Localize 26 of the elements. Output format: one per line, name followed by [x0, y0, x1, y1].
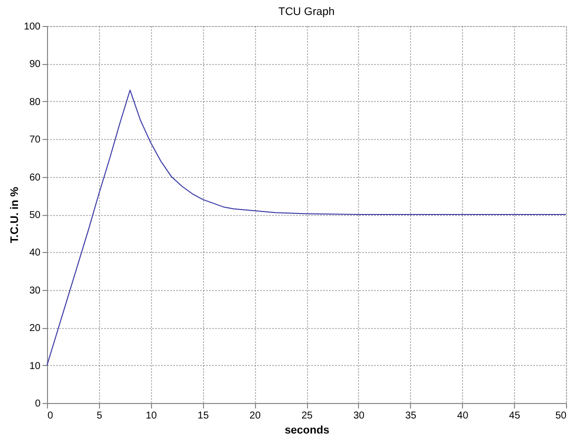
- y-tick-label: 10: [29, 360, 41, 372]
- y-tick-label: 0: [34, 398, 41, 410]
- y-tick-label: 60: [29, 172, 41, 184]
- x-tick-label: 30: [353, 410, 365, 422]
- x-axis-title: seconds: [284, 424, 330, 436]
- x-tick-label: 20: [250, 410, 262, 422]
- y-tick-label: 20: [29, 323, 41, 334]
- y-axis-title: T.C.U. in %: [8, 186, 21, 244]
- y-tick-label: 50: [29, 210, 41, 221]
- y-tick-label: 90: [29, 59, 41, 70]
- x-tick-label: 0: [48, 410, 54, 422]
- x-tick-label: 45: [509, 410, 521, 422]
- line-series: [46, 90, 566, 366]
- x-tick-label: 10: [146, 410, 158, 422]
- x-tick-label: 5: [96, 410, 103, 422]
- x-tick-label: 25: [301, 410, 313, 422]
- x-tick-label: 40: [457, 410, 469, 422]
- y-tick-label: 80: [29, 96, 41, 108]
- chart-title: TCU Graph: [278, 6, 335, 18]
- y-tick-label: 40: [29, 248, 41, 259]
- x-tick-label: 50: [555, 410, 567, 422]
- y-tick-label: 100: [24, 22, 41, 32]
- y-tick-label: 70: [29, 134, 41, 146]
- y-tick-label: 30: [29, 285, 41, 296]
- x-tick-label: 15: [198, 410, 210, 422]
- x-tick-label: 35: [405, 410, 417, 422]
